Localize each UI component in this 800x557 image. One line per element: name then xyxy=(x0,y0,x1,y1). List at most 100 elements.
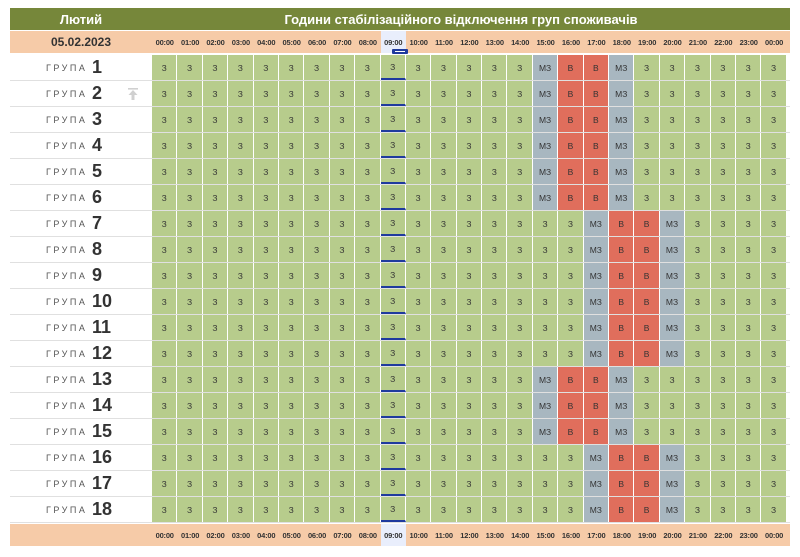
status-cell: В xyxy=(583,81,610,106)
status-cell: З xyxy=(405,367,432,392)
status-cell: В xyxy=(583,367,610,392)
status-cell: З xyxy=(735,81,762,106)
status-cell: З xyxy=(202,237,229,262)
hour-label-bottom-20: 20:00 xyxy=(663,530,682,540)
status-cell: МЗ xyxy=(532,159,559,184)
hour-label-top-5: 05:00 xyxy=(282,37,301,47)
status-cell: З xyxy=(202,497,229,522)
status-cell: З xyxy=(355,159,381,184)
status-cell: З xyxy=(355,289,381,314)
status-cell: З xyxy=(253,133,279,158)
status-cell: З xyxy=(177,393,203,418)
status-cell: З xyxy=(329,185,356,210)
status-cell: З xyxy=(405,445,432,470)
status-cell: З xyxy=(177,133,203,158)
group-row-4: ГРУПА 4 З З З З З З З З З З З З З З З МЗ В В МЗ З З З З З З xyxy=(10,133,790,159)
status-cell: З xyxy=(710,55,736,80)
group-label: ГРУПА 2 xyxy=(10,81,152,106)
status-cell: З xyxy=(735,55,762,80)
status-cell: З xyxy=(152,289,178,314)
status-cell: З xyxy=(710,393,736,418)
status-cell: З xyxy=(456,419,483,444)
hour-label-top-4: 04:00 xyxy=(257,37,276,47)
status-cell: З xyxy=(735,185,762,210)
status-cell: З xyxy=(482,341,508,366)
status-cell: В xyxy=(609,263,635,288)
status-cell: З xyxy=(355,393,381,418)
hour-cells: З З З З З З З З З З З З З З З З З МЗ В В МЗ З З З З xyxy=(152,211,790,236)
status-cell: З xyxy=(659,81,686,106)
status-cell: З xyxy=(456,367,483,392)
status-cell: З xyxy=(380,55,406,80)
group-word: ГРУПА xyxy=(46,452,88,463)
status-cell: В xyxy=(634,263,660,288)
status-cell: З xyxy=(177,289,203,314)
status-cell: З xyxy=(482,81,508,106)
status-cell: З xyxy=(304,263,330,288)
status-cell: З xyxy=(482,107,508,132)
hour-label-bottom-19: 19:00 xyxy=(638,530,657,540)
status-cell: З xyxy=(405,341,432,366)
status-cell: З xyxy=(507,107,533,132)
status-cell: З xyxy=(380,159,406,184)
hour-label-bottom-10: 10:00 xyxy=(409,530,428,540)
status-cell: З xyxy=(634,55,660,80)
hour-label-bottom-18: 18:00 xyxy=(612,530,631,540)
status-cell: З xyxy=(177,237,203,262)
group-number: 14 xyxy=(92,395,113,415)
group-row-6: ГРУПА 6 З З З З З З З З З З З З З З З МЗ В В МЗ З З З З З З xyxy=(10,185,790,211)
status-cell: З xyxy=(482,445,508,470)
status-cell: З xyxy=(659,185,686,210)
status-cell: МЗ xyxy=(583,263,610,288)
status-cell: З xyxy=(355,263,381,288)
status-cell: З xyxy=(735,237,762,262)
group-label: ГРУПА 13 xyxy=(10,367,152,392)
status-cell: З xyxy=(278,393,305,418)
group-row-5: ГРУПА 5 З З З З З З З З З З З З З З З МЗ В В МЗ З З З З З З xyxy=(10,159,790,185)
status-cell: З xyxy=(228,341,254,366)
status-cell: З xyxy=(304,133,330,158)
status-cell: МЗ xyxy=(609,81,635,106)
hour-label-top-15: 15:00 xyxy=(536,37,555,47)
status-cell: З xyxy=(761,497,787,522)
status-cell: З xyxy=(456,471,483,496)
status-cell: З xyxy=(482,133,508,158)
status-cell: З xyxy=(507,55,533,80)
status-cell: З xyxy=(278,367,305,392)
status-cell: З xyxy=(202,107,229,132)
status-cell: З xyxy=(456,159,483,184)
status-cell: З xyxy=(152,393,178,418)
status-cell: З xyxy=(482,315,508,340)
status-cell: З xyxy=(659,393,686,418)
hour-cells: З З З З З З З З З З З З З З З З З МЗ В В МЗ З З З З xyxy=(152,237,790,262)
schedule-title: Години стабілізаційного відключення груп… xyxy=(284,11,638,27)
status-cell: З xyxy=(685,341,711,366)
status-cell: З xyxy=(228,159,254,184)
hour-label-bottom-7: 07:00 xyxy=(333,530,352,540)
status-cell: В xyxy=(634,471,660,496)
status-cell: З xyxy=(735,289,762,314)
group-number: 8 xyxy=(92,239,103,259)
status-cell: З xyxy=(532,341,559,366)
scroll-to-top-icon[interactable] xyxy=(126,87,140,101)
status-cell: З xyxy=(355,419,381,444)
status-cell: В xyxy=(609,315,635,340)
status-cell: В xyxy=(558,185,584,210)
status-cell: З xyxy=(685,445,711,470)
hour-label-bottom-6: 06:00 xyxy=(307,530,327,540)
status-cell: З xyxy=(431,55,457,80)
group-word: ГРУПА xyxy=(46,192,88,203)
status-cell: МЗ xyxy=(583,445,610,470)
status-cell: З xyxy=(710,367,736,392)
group-row-1: ГРУПА 1 З З З З З З З З З З З З З З З МЗ В В МЗ З З З З З З xyxy=(10,55,790,81)
hour-label-top-7: 07:00 xyxy=(333,37,352,47)
status-cell: З xyxy=(380,107,406,132)
group-row-8: ГРУПА 8 З З З З З З З З З З З З З З З З З МЗ В В МЗ З З З З xyxy=(10,237,790,263)
status-cell: З xyxy=(405,289,432,314)
status-cell: З xyxy=(278,159,305,184)
status-cell: З xyxy=(659,55,686,80)
status-cell: З xyxy=(329,133,356,158)
status-cell: З xyxy=(228,211,254,236)
status-cell: В xyxy=(558,419,584,444)
status-cell: З xyxy=(735,471,762,496)
